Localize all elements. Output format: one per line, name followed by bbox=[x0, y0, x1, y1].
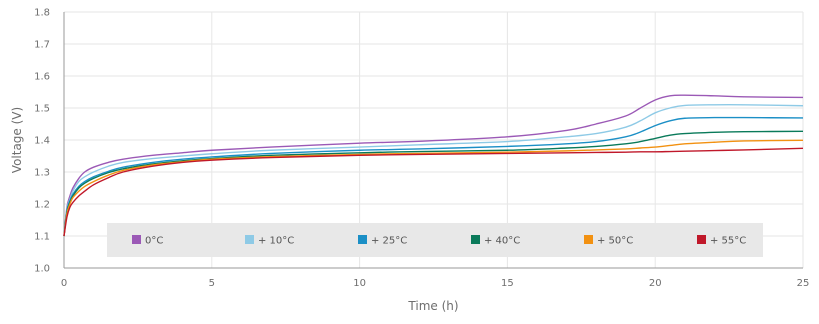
x-tick-label: 20 bbox=[649, 278, 662, 289]
legend-label: + 40°C bbox=[484, 236, 520, 247]
series-line-3 bbox=[63, 130, 804, 237]
legend-swatch bbox=[584, 235, 593, 244]
series-line-1 bbox=[63, 103, 804, 237]
x-tick-label: 5 bbox=[209, 278, 215, 289]
legend-label: + 10°C bbox=[258, 236, 294, 247]
legend-label: + 50°C bbox=[597, 236, 633, 247]
legend-swatch bbox=[358, 235, 367, 244]
x-axis-title: Time (h) bbox=[407, 299, 458, 313]
legend-box bbox=[107, 223, 763, 257]
axes: 1.0 1.1 1.2 1.3 1.4 1.5 1.6 1.7 1.8 0 5 10 15 20 25 bbox=[34, 8, 809, 290]
legend-label: + 25°C bbox=[371, 236, 407, 247]
legend-swatch bbox=[132, 235, 141, 244]
y-tick-label: 1.3 bbox=[34, 168, 50, 179]
y-tick-label: 1.5 bbox=[34, 104, 50, 115]
series-lines bbox=[63, 94, 804, 237]
legend-swatch bbox=[471, 235, 480, 244]
legend-swatch bbox=[245, 235, 254, 244]
x-tick-label: 25 bbox=[797, 278, 810, 289]
series-line-4 bbox=[63, 139, 804, 237]
y-tick-label: 1.4 bbox=[34, 136, 50, 147]
legend: 0°C + 10°C + 25°C + 40°C + 50°C + 55°C bbox=[107, 223, 763, 257]
series-line-2 bbox=[63, 116, 804, 237]
x-tick-label: 0 bbox=[61, 278, 67, 289]
y-tick-label: 1.1 bbox=[34, 232, 50, 243]
y-tick-label: 1.6 bbox=[34, 72, 50, 83]
x-tick-label: 15 bbox=[501, 278, 514, 289]
y-axis-title: Voltage (V) bbox=[10, 107, 24, 173]
x-tick-label: 10 bbox=[353, 278, 366, 289]
series-line-0 bbox=[63, 94, 804, 237]
legend-swatch bbox=[697, 235, 706, 244]
legend-label: + 55°C bbox=[710, 236, 746, 247]
series-line-5 bbox=[63, 147, 804, 237]
y-tick-label: 1.2 bbox=[34, 200, 50, 211]
legend-label: 0°C bbox=[145, 236, 163, 247]
y-tick-label: 1.7 bbox=[34, 40, 50, 51]
y-tick-label: 1.8 bbox=[34, 8, 50, 19]
y-tick-label: 1.0 bbox=[34, 264, 50, 275]
